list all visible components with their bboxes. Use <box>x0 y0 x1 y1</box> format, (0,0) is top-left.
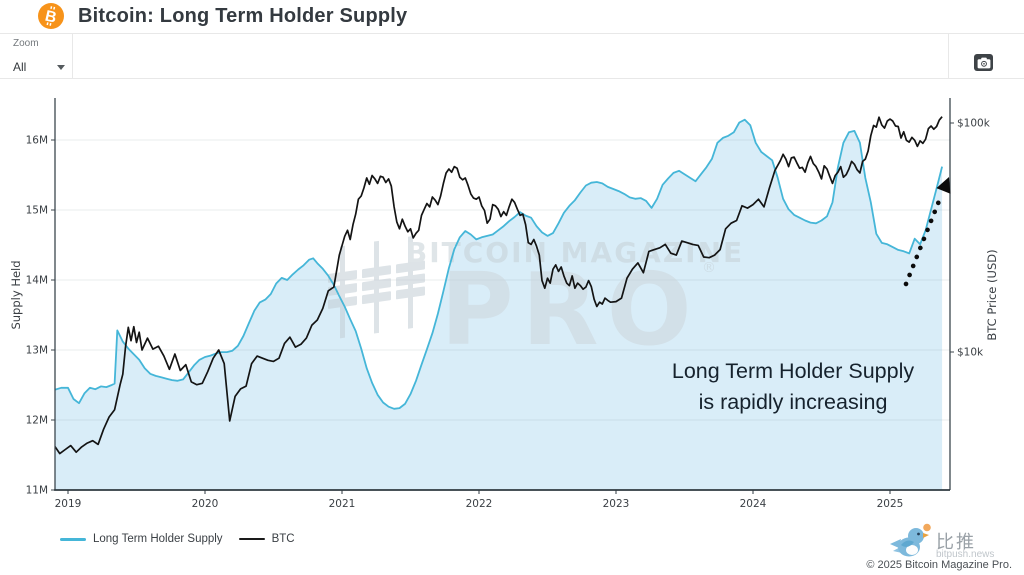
x-tick-label: 2022 <box>466 498 493 510</box>
zoom-range-value: All <box>13 60 27 74</box>
x-tick-label: 2020 <box>192 498 219 510</box>
lth-supply-line <box>55 118 943 410</box>
zoom-label: Zoom <box>13 38 39 49</box>
legend-item-btc[interactable]: BTC <box>238 533 295 545</box>
bitpush-domain: bitpush.news <box>936 549 995 560</box>
trend-arrow-head <box>936 177 951 194</box>
btc-swatch <box>238 538 265 540</box>
lth-supply-swatch <box>60 537 86 541</box>
y-left-tick-label: 12M <box>26 415 48 427</box>
y-right-axis-title: BTC Price (USD) <box>985 249 999 340</box>
watermark-registered: ® <box>702 260 716 276</box>
zoom-range-select[interactable]: All <box>13 58 65 76</box>
trend-arrow-dots <box>903 193 944 287</box>
page-title: Bitcoin: Long Term Holder Supply <box>78 5 408 27</box>
toolbar-bottom-divider <box>0 78 1024 79</box>
copyright-text: © 2025 Bitcoin Magazine Pro. <box>866 559 1012 571</box>
y-left-tick-label: 16M <box>26 135 48 147</box>
bitcoin-logo: B <box>38 3 64 29</box>
annotation-line-1: Long Term Holder Supply <box>672 359 914 383</box>
svg-text:B: B <box>43 8 58 27</box>
y-left-axis-title: Supply Held <box>9 260 23 329</box>
chart-legend: Long Term Holder Supply BTC <box>60 533 295 545</box>
camera-icon <box>977 57 990 68</box>
legend-item-lth-supply[interactable]: Long Term Holder Supply <box>60 533 223 545</box>
y-right-tick-label: $10k <box>957 347 984 359</box>
legend-label: BTC <box>271 533 295 545</box>
toolbar-top-divider <box>0 33 1024 34</box>
toolbar-divider-right <box>948 34 949 78</box>
chevron-down-icon <box>57 64 65 70</box>
y-right-tick-label: $100k <box>957 118 991 130</box>
legend-label: Long Term Holder Supply <box>93 533 223 545</box>
x-tick-label: 2023 <box>603 498 630 510</box>
x-tick-label: 2021 <box>329 498 356 510</box>
screenshot-button[interactable] <box>974 54 993 71</box>
toolbar-divider-left <box>72 34 73 78</box>
annotation-line-2: is rapidly increasing <box>699 390 888 414</box>
x-tick-label: 2019 <box>55 498 82 510</box>
bitpush-bird-logo <box>890 522 932 557</box>
y-left-tick-label: 15M <box>26 205 48 217</box>
btc-price-line <box>55 116 943 455</box>
y-left-tick-label: 11M <box>26 485 48 497</box>
x-tick-label: 2024 <box>740 498 767 510</box>
lth-supply-area <box>55 119 943 490</box>
x-tick-label: 2025 <box>877 498 904 510</box>
y-left-tick-label: 14M <box>26 275 48 287</box>
y-left-tick-label: 13M <box>26 345 48 357</box>
bitpush-brand-name: 比推 <box>936 532 976 552</box>
watermark-big: PRO <box>440 251 699 368</box>
